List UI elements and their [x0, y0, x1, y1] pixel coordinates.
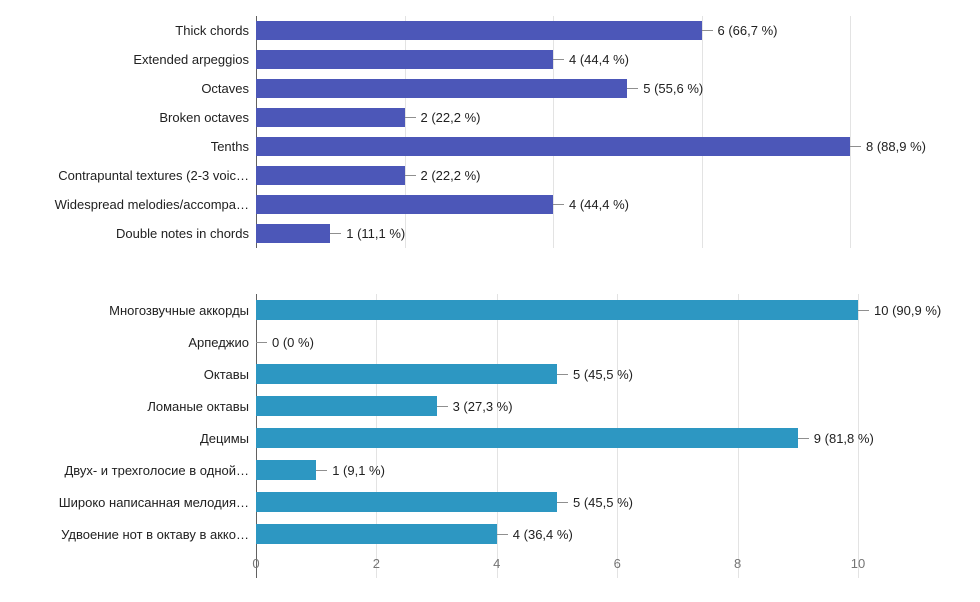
bar	[256, 396, 437, 416]
category-label: Октавы	[203, 366, 249, 382]
bar	[256, 460, 317, 480]
axis-tick-label: 10	[850, 556, 866, 571]
axis-tick-label: 4	[493, 556, 501, 571]
bar	[256, 166, 405, 185]
value-label: 9 (81,8 %)	[813, 430, 874, 446]
bar	[256, 364, 557, 384]
bar-row: 5 (45,5 %)	[256, 486, 858, 518]
category-label: Broken octaves	[159, 110, 249, 125]
value-connector-line	[797, 437, 809, 439]
value-connector-line	[404, 175, 416, 176]
value-label: 4 (44,4 %)	[569, 197, 629, 212]
plot-area: 10 (90,9 %) 0 (0 %) 5 (45,5 %) 3 (27,3 %) 9 …	[252, 294, 941, 578]
category-label: Удвоение нот в октаву в акко…	[61, 526, 249, 542]
bar	[256, 300, 858, 320]
value-label: 2 (22,2 %)	[420, 110, 481, 125]
value-label: 5 (45,5 %)	[573, 494, 633, 510]
axis-tick-label: 0	[252, 556, 260, 571]
value-label: 8 (88,9 %)	[866, 139, 926, 154]
bar	[256, 108, 405, 127]
category-label: Tenths	[210, 139, 249, 154]
value-connector-line	[316, 469, 328, 471]
plot-area: 6 (66,7 %) 4 (44,4 %) 5 (55,6 %) 2 (22,2 %)…	[256, 16, 926, 248]
bar	[256, 428, 798, 448]
category-labels-column: Многозвучные аккорды Арпеджио Октавы Ломаны…	[0, 294, 256, 550]
value-connector-line	[404, 117, 416, 118]
bar-row: 1 (11,1 %)	[256, 219, 850, 248]
value-connector-line	[557, 373, 568, 375]
bar-row: 5 (55,6 %)	[256, 74, 850, 103]
bar	[256, 50, 553, 69]
bar-row: 10 (90,9 %)	[256, 294, 941, 326]
value-connector-line	[553, 204, 564, 205]
value-connector-line	[627, 88, 639, 89]
value-connector-line	[256, 341, 267, 343]
survey-chart-english: Thick chords Extended arpeggios Octaves Bro…	[0, 16, 980, 248]
value-connector-line	[701, 30, 713, 31]
value-connector-line	[496, 533, 508, 535]
category-label: Двух- и трехголосие в одной…	[64, 462, 249, 478]
bar-row: 2 (22,2 %)	[256, 161, 850, 190]
axis-tick-label: 8	[733, 556, 742, 571]
value-connector-line	[436, 405, 448, 407]
bar-row: 6 (66,7 %)	[256, 16, 850, 45]
bar-row: 0 (0 %)	[256, 326, 858, 358]
axis-tick-label: 2	[372, 556, 381, 571]
bar-row: 3 (27,3 %)	[256, 390, 858, 422]
value-connector-line	[330, 233, 342, 234]
bar	[256, 224, 331, 243]
category-label: Octaves	[201, 81, 249, 96]
category-label: Децимы	[199, 430, 249, 446]
gridline	[404, 16, 406, 248]
gridline	[858, 294, 859, 578]
value-label: 4 (44,4 %)	[569, 52, 629, 67]
category-labels-column: Thick chords Extended arpeggios Octaves Bro…	[0, 16, 256, 248]
value-label: 1 (9,1 %)	[332, 462, 385, 478]
bar-row: 8 (88,9 %)	[256, 132, 926, 161]
bar-row: 4 (44,4 %)	[256, 45, 850, 74]
category-label: Арпеджио	[188, 334, 249, 350]
survey-chart-russian: Многозвучные аккорды Арпеджио Октавы Ломаны…	[0, 294, 980, 578]
bar	[256, 21, 702, 40]
value-label: 5 (45,5 %)	[573, 366, 633, 382]
value-label: 6 (66,7 %)	[717, 23, 778, 38]
axis-tick-label: 6	[613, 556, 621, 571]
value-connector-line	[553, 59, 564, 60]
category-label: Широко написанная мелодия…	[58, 494, 249, 510]
bar-row: 9 (81,8 %)	[256, 422, 874, 454]
bar-row: 4 (44,4 %)	[256, 190, 850, 219]
bar-row: 4 (36,4 %)	[256, 518, 858, 550]
value-label: 5 (55,6 %)	[643, 81, 704, 96]
value-label: 1 (11,1 %)	[346, 226, 406, 241]
y-axis-line	[256, 16, 257, 248]
value-connector-line	[557, 501, 568, 503]
bar	[256, 79, 628, 98]
bar	[256, 137, 850, 156]
category-label: Thick chords	[175, 23, 249, 38]
category-label: Double notes in chords	[116, 226, 249, 241]
bar-row: 5 (45,5 %)	[256, 358, 858, 390]
bar-row: 1 (9,1 %)	[256, 454, 858, 486]
value-label: 0 (0 %)	[272, 334, 314, 350]
category-label: Widespread melodies/accompa…	[54, 197, 249, 212]
bar-row: 2 (22,2 %)	[256, 103, 850, 132]
value-connector-line	[858, 309, 869, 311]
gridline	[701, 16, 703, 248]
gridline	[553, 16, 554, 248]
category-label: Многозвучные аккорды	[109, 302, 249, 318]
value-label: 3 (27,3 %)	[452, 398, 513, 414]
bar	[256, 492, 557, 512]
category-label: Extended arpeggios	[133, 52, 249, 67]
x-axis: 0 2 4 6 8 10	[252, 554, 865, 578]
value-label: 4 (36,4 %)	[512, 526, 573, 542]
category-label: Contrapuntal textures (2-3 voic…	[58, 168, 249, 183]
category-label: Ломаные октавы	[147, 398, 249, 414]
gridline	[850, 16, 851, 248]
bar	[256, 195, 553, 214]
bar	[256, 524, 497, 544]
value-connector-line	[850, 146, 861, 147]
value-label: 2 (22,2 %)	[420, 168, 481, 183]
value-label: 10 (90,9 %)	[874, 302, 942, 318]
